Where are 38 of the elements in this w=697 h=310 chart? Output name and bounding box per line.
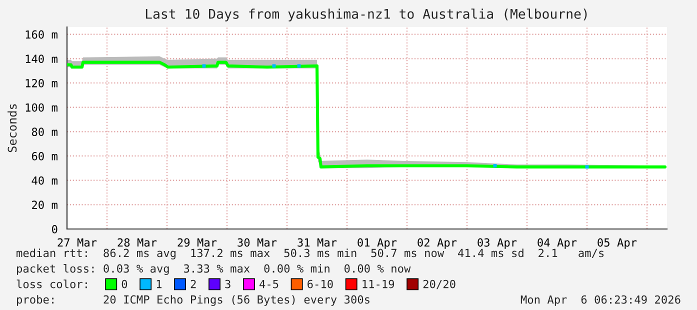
point bbox=[272, 64, 276, 68]
legend-label: 20/20 bbox=[423, 280, 456, 290]
legend-label: 3 bbox=[225, 280, 230, 288]
x-tick-label: 04 Apr bbox=[538, 238, 577, 249]
y-tick-label: 0 bbox=[52, 225, 58, 234]
legend-label: 0 bbox=[122, 280, 128, 288]
x-tick-label: 30 Mar bbox=[238, 238, 277, 247]
y-axis-title: Seconds bbox=[8, 104, 17, 152]
text: probe: 20 ICMP Echo Pings (56 Bytes) every 300s bbox=[17, 295, 370, 306]
y-tick-label: 20 m bbox=[32, 200, 58, 210]
y-tick-label: 40 m bbox=[32, 176, 58, 185]
y-tick-label: 80 m bbox=[32, 128, 58, 136]
point bbox=[493, 164, 497, 168]
legend-label: 4-5 bbox=[260, 280, 278, 288]
legend-label: 6-10 bbox=[308, 280, 333, 288]
text: median rtt: 86.2 ms avg 137.2 ms max 50.3 ms min 50.7 ms now 41.4 ms sd 2.1 am/s bbox=[16, 248, 604, 260]
x-tick-label: 02 Apr bbox=[418, 238, 457, 249]
point bbox=[202, 64, 206, 68]
legend-label: 11-19 bbox=[362, 280, 394, 288]
x-tick-label: 05 Apr bbox=[598, 238, 637, 249]
chart-title: Last 10 Days from yakushima-nz1 to Australia (Melbourne) bbox=[146, 8, 587, 22]
text: loss color: bbox=[16, 280, 87, 288]
text: Mon Apr 6 06:23:49 2026 bbox=[520, 295, 680, 306]
y-tick-label: 120 m bbox=[26, 78, 58, 88]
y-tick-label: 140 m bbox=[26, 54, 58, 64]
x-tick-label: 01 Apr bbox=[358, 238, 397, 249]
x-tick-label: 29 Mar bbox=[178, 238, 217, 247]
y-tick-label: 60 m bbox=[32, 152, 58, 160]
text: packet loss: 0.03 % avg 3.33 % max 0.00 % min 0.00 % now bbox=[17, 264, 411, 275]
legend-label: 1 bbox=[156, 280, 162, 288]
x-tick-label: 31 Mar bbox=[298, 238, 337, 247]
x-tick-label: 28 Mar bbox=[118, 238, 157, 247]
y-tick-label: 160 m bbox=[26, 30, 58, 39]
x-tick-label: 27 Mar bbox=[58, 238, 97, 247]
legend-label: 2 bbox=[190, 280, 196, 288]
x-tick-label: 03 Apr bbox=[478, 238, 517, 249]
y-tick-label: 100 m bbox=[26, 103, 58, 112]
point bbox=[297, 64, 301, 68]
